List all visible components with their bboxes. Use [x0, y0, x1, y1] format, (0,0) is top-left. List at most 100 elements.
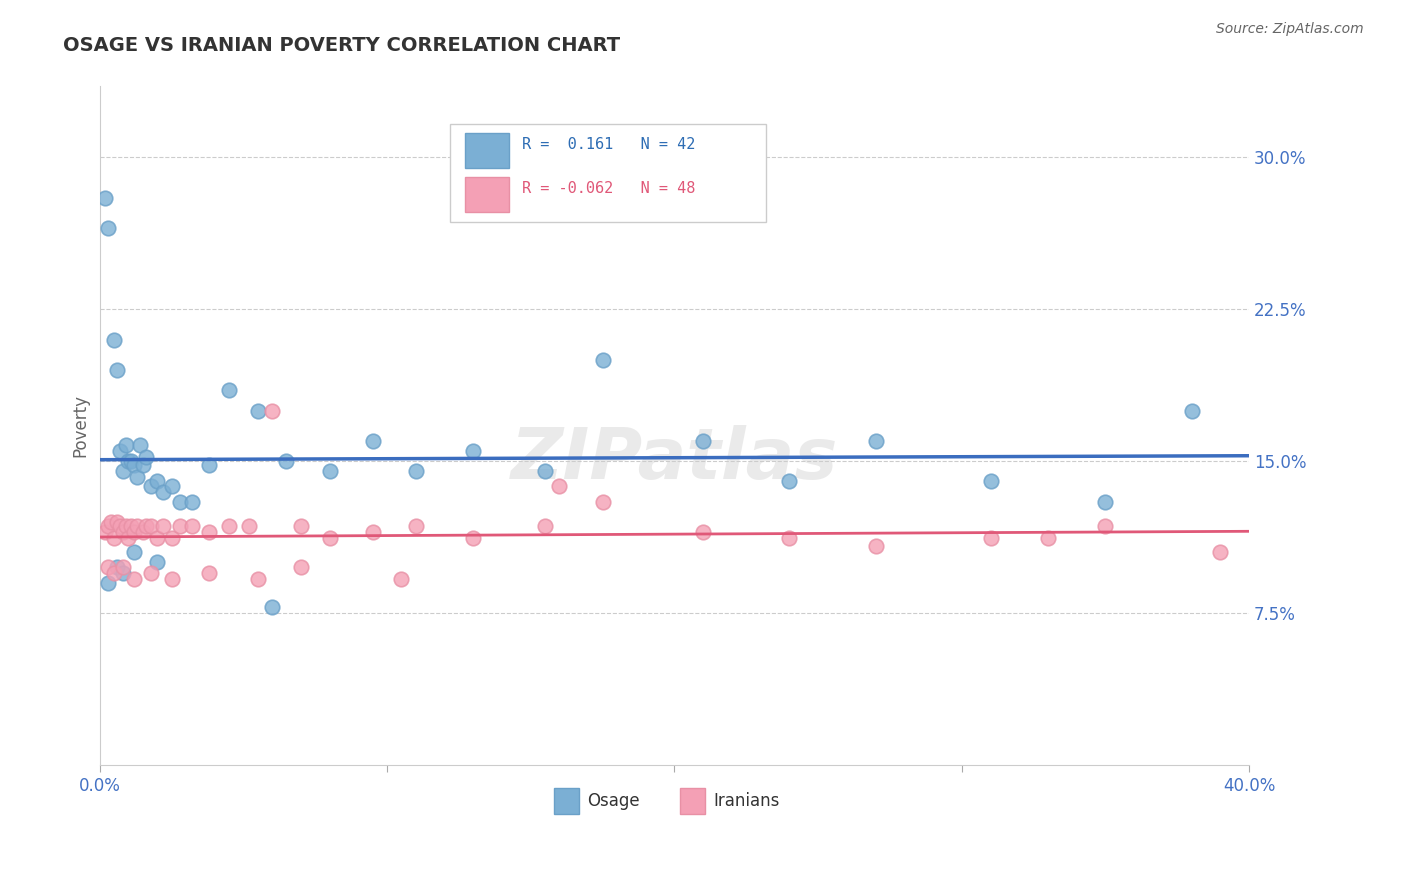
Point	[132, 458, 155, 473]
Point	[103, 566, 125, 580]
Text: ZIPatlas: ZIPatlas	[510, 425, 838, 494]
Point	[97, 519, 120, 533]
Point	[262, 403, 284, 417]
Point	[117, 454, 139, 468]
Point	[105, 515, 128, 529]
Point	[246, 403, 269, 417]
Point	[692, 525, 714, 540]
Point	[105, 363, 128, 377]
Point	[276, 454, 298, 468]
Point	[592, 494, 614, 508]
Point	[692, 434, 714, 448]
Point	[120, 519, 142, 533]
Point	[125, 519, 148, 533]
Point	[108, 519, 131, 533]
Point	[135, 519, 157, 533]
Point	[94, 191, 117, 205]
Point	[463, 444, 485, 458]
Bar	[554, 789, 579, 814]
Text: R =  0.161   N = 42: R = 0.161 N = 42	[522, 136, 695, 152]
Point	[979, 531, 1001, 545]
Point	[180, 494, 202, 508]
Point	[114, 438, 136, 452]
Point	[120, 454, 142, 468]
Point	[160, 531, 183, 545]
Point	[778, 531, 800, 545]
Point	[141, 519, 163, 533]
Point	[111, 525, 134, 540]
Point	[160, 572, 183, 586]
Point	[97, 559, 120, 574]
Point	[103, 531, 125, 545]
Bar	[465, 133, 509, 168]
Point	[318, 464, 340, 478]
Point	[246, 572, 269, 586]
Point	[100, 515, 122, 529]
Point	[141, 566, 163, 580]
Point	[290, 559, 312, 574]
Point	[1209, 545, 1232, 559]
Point	[1181, 403, 1204, 417]
Point	[979, 475, 1001, 489]
Point	[114, 519, 136, 533]
Point	[389, 572, 412, 586]
Point	[318, 531, 340, 545]
Point	[94, 525, 117, 540]
Point	[405, 519, 427, 533]
Point	[361, 434, 384, 448]
Point	[111, 464, 134, 478]
Point	[534, 519, 557, 533]
Point	[218, 384, 240, 398]
Point	[125, 470, 148, 484]
Point	[218, 519, 240, 533]
Point	[141, 478, 163, 492]
Point	[262, 600, 284, 615]
Point	[108, 444, 131, 458]
Point	[122, 525, 145, 540]
Point	[592, 352, 614, 367]
Point	[180, 519, 202, 533]
Text: Iranians: Iranians	[713, 792, 780, 810]
Point	[361, 525, 384, 540]
Point	[778, 475, 800, 489]
Point	[146, 475, 169, 489]
Point	[198, 566, 221, 580]
Point	[152, 484, 174, 499]
Bar	[681, 789, 706, 814]
Point	[117, 531, 139, 545]
Point	[97, 221, 120, 235]
Point	[405, 464, 427, 478]
Point	[865, 539, 887, 553]
Point	[146, 556, 169, 570]
Point	[111, 566, 134, 580]
Point	[111, 559, 134, 574]
Point	[238, 519, 260, 533]
Point	[1094, 519, 1116, 533]
Point	[463, 531, 485, 545]
Point	[169, 494, 191, 508]
Bar	[450, 124, 766, 222]
Point	[128, 438, 150, 452]
Point	[103, 333, 125, 347]
Point	[122, 545, 145, 559]
Point	[135, 450, 157, 464]
Text: Osage: Osage	[588, 792, 640, 810]
Point	[132, 525, 155, 540]
Bar	[465, 177, 509, 212]
Point	[548, 478, 571, 492]
Text: Source: ZipAtlas.com: Source: ZipAtlas.com	[1216, 22, 1364, 37]
Point	[865, 434, 887, 448]
Point	[1094, 494, 1116, 508]
Point	[146, 531, 169, 545]
Point	[534, 464, 557, 478]
Point	[160, 478, 183, 492]
Text: R = -0.062   N = 48: R = -0.062 N = 48	[522, 181, 695, 196]
Y-axis label: Poverty: Poverty	[72, 394, 89, 458]
Point	[198, 458, 221, 473]
Point	[152, 519, 174, 533]
Point	[122, 572, 145, 586]
Point	[122, 458, 145, 473]
Point	[97, 575, 120, 590]
Point	[290, 519, 312, 533]
Point	[105, 559, 128, 574]
